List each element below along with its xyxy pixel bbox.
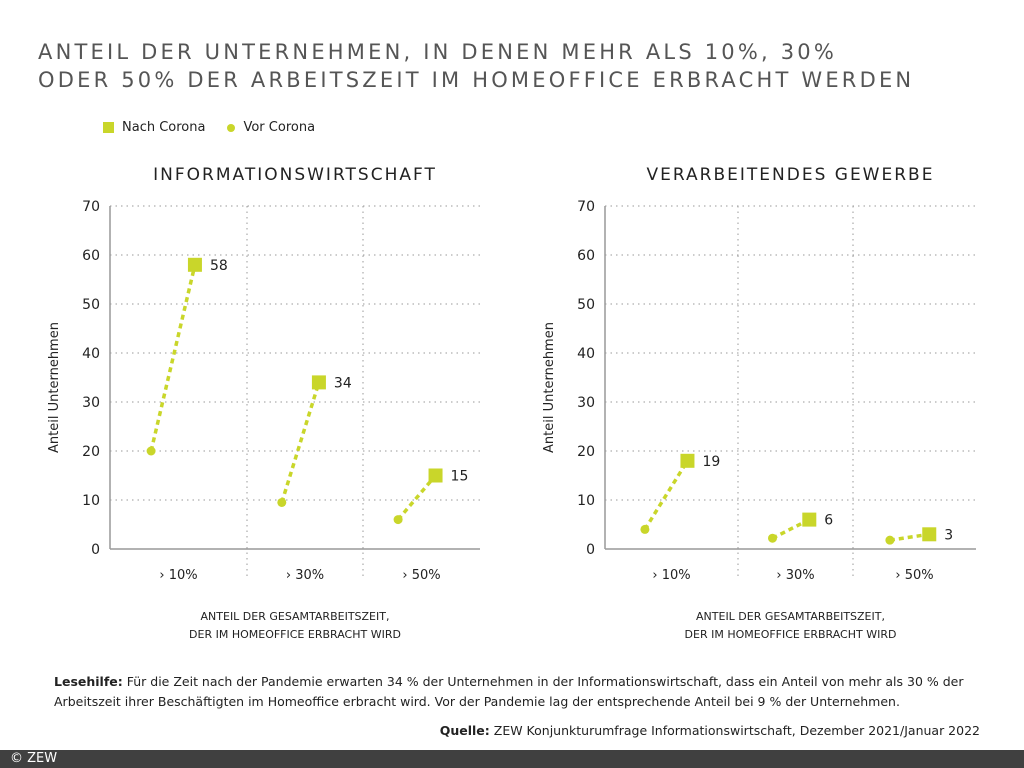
title-line-2: ODER 50% DER ARBEITSZEIT IM HOMEOFFICE E… xyxy=(38,68,915,92)
circle-marker-icon xyxy=(227,123,236,132)
vor-corona-point xyxy=(393,515,403,525)
vor-corona-point xyxy=(640,524,650,534)
nach-corona-point xyxy=(311,375,326,390)
data-label: 15 xyxy=(451,469,469,485)
y-tick-label: 40 xyxy=(82,346,100,362)
vor-corona-point xyxy=(885,535,895,545)
category-label: › 50% xyxy=(402,568,440,583)
panel-title: VERARBEITENDES GEWERBE xyxy=(647,165,935,185)
y-tick-label: 20 xyxy=(577,444,595,460)
x-axis-label-line2: DER IM HOMEOFFICE ERBRACHT WIRD xyxy=(685,628,897,641)
legend: Nach Corona Vor Corona xyxy=(103,120,315,135)
panel-title: INFORMATIONSWIRTSCHAFT xyxy=(153,165,437,185)
data-label: 19 xyxy=(702,454,720,470)
y-tick-label: 0 xyxy=(91,542,100,558)
nach-corona-point xyxy=(802,512,817,527)
nach-corona-point xyxy=(428,468,443,483)
note-text: Für die Zeit nach der Pandemie erwarten … xyxy=(54,674,964,709)
nach-corona-point xyxy=(187,257,202,272)
copyright: © ZEW xyxy=(10,751,58,766)
footer-bar: © ZEW xyxy=(0,750,1024,768)
y-tick-label: 0 xyxy=(586,542,595,558)
square-marker-icon xyxy=(103,122,114,133)
vor-corona-point xyxy=(277,497,287,507)
y-tick-label: 30 xyxy=(577,395,595,411)
connector-line xyxy=(771,518,811,540)
source: Quelle: ZEW Konjunkturumfrage Informatio… xyxy=(440,723,980,738)
x-axis-label-line1: ANTEIL DER GESAMTARBEITSZEIT, xyxy=(201,610,390,623)
category-label: › 10% xyxy=(652,568,690,583)
y-tick-label: 10 xyxy=(82,493,100,509)
connector-line xyxy=(280,381,321,503)
data-label: 58 xyxy=(210,258,228,274)
category-label: › 10% xyxy=(159,568,197,583)
nach-corona-point xyxy=(922,527,937,542)
y-tick-label: 70 xyxy=(82,199,100,215)
y-axis-label: Anteil Unternehmen xyxy=(542,322,557,453)
y-tick-label: 60 xyxy=(577,248,595,264)
note-label: Lesehilfe: xyxy=(54,674,123,689)
chart-title: ANTEIL DER UNTERNEHMEN, IN DENEN MEHR AL… xyxy=(38,38,914,94)
vor-corona-point xyxy=(146,446,156,456)
data-label: 6 xyxy=(824,513,833,529)
source-label: Quelle: xyxy=(439,723,490,738)
category-label: › 30% xyxy=(776,568,814,583)
connector-line xyxy=(149,264,197,452)
title-line-1: ANTEIL DER UNTERNEHMEN, IN DENEN MEHR AL… xyxy=(38,40,838,64)
y-tick-label: 10 xyxy=(577,493,595,509)
y-tick-label: 70 xyxy=(577,199,595,215)
data-label: 34 xyxy=(334,375,352,391)
y-tick-label: 50 xyxy=(82,297,100,313)
y-tick-label: 50 xyxy=(577,297,595,313)
source-text: ZEW Konjunkturumfrage Informationswirtsc… xyxy=(489,723,980,738)
x-axis-label-line1: ANTEIL DER GESAMTARBEITSZEIT, xyxy=(696,610,885,623)
data-label: 3 xyxy=(944,527,953,543)
legend-nach-corona: Nach Corona xyxy=(122,120,206,135)
nach-corona-point xyxy=(680,453,695,468)
y-tick-label: 60 xyxy=(82,248,100,264)
category-label: › 50% xyxy=(895,568,933,583)
category-label: › 30% xyxy=(286,568,324,583)
charts-svg: INFORMATIONSWIRTSCHAFT010203040506070Ant… xyxy=(47,165,976,641)
vor-corona-point xyxy=(768,533,777,543)
connector-line xyxy=(396,474,437,521)
legend-vor-corona: Vor Corona xyxy=(243,120,316,135)
connector-line xyxy=(643,459,689,531)
y-tick-label: 40 xyxy=(577,346,595,362)
y-tick-label: 30 xyxy=(82,395,100,411)
y-tick-label: 20 xyxy=(82,444,100,460)
connector-line xyxy=(889,532,930,542)
y-axis-label: Anteil Unternehmen xyxy=(47,322,62,453)
x-axis-label-line2: DER IM HOMEOFFICE ERBRACHT WIRD xyxy=(189,628,401,641)
reading-aid: Lesehilfe: Für die Zeit nach der Pandemi… xyxy=(54,672,994,712)
